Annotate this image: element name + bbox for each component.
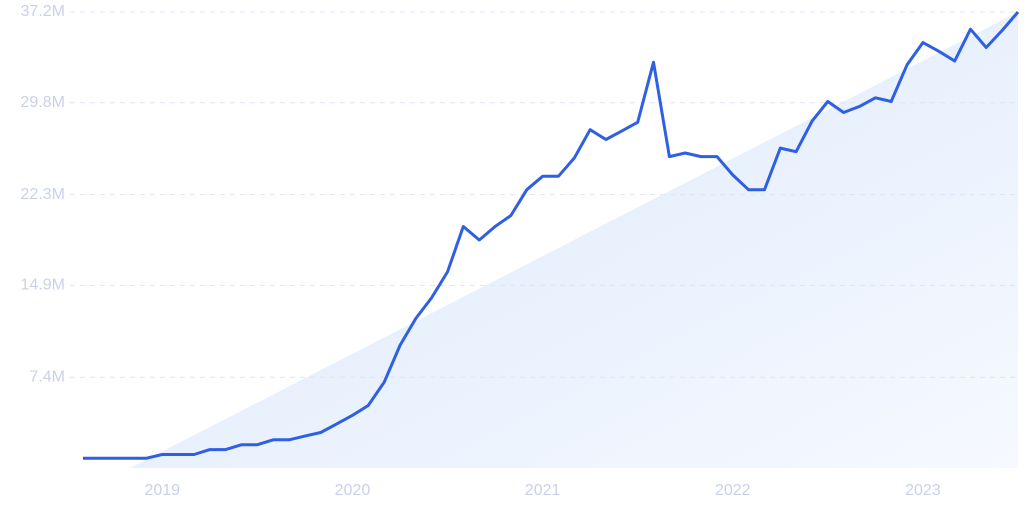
y-tick-label: 22.3M bbox=[21, 186, 65, 203]
x-tick-label: 2023 bbox=[905, 482, 941, 499]
x-tick-label: 2022 bbox=[715, 482, 751, 499]
data-line bbox=[83, 11, 1020, 460]
y-tick-label: 37.2M bbox=[21, 3, 65, 20]
x-tick-label: 2019 bbox=[144, 482, 180, 499]
x-tick-label: 2021 bbox=[525, 482, 561, 499]
background-shape bbox=[130, 12, 1018, 468]
x-tick-label: 2020 bbox=[335, 482, 371, 499]
y-tick-label: 7.4M bbox=[29, 369, 65, 386]
y-tick-label: 29.8M bbox=[21, 94, 65, 111]
y-tick-label: 14.9M bbox=[21, 277, 65, 294]
